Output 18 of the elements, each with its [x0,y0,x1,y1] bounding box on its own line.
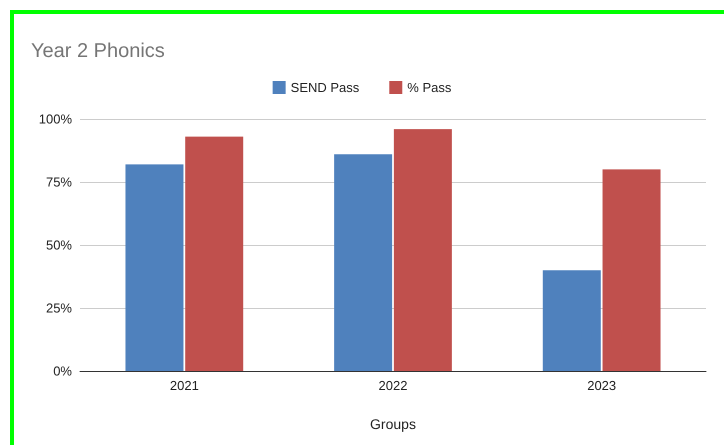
x-tick-label: 2021 [170,378,199,393]
legend-label: SEND Pass [290,80,360,95]
bar [394,129,452,371]
y-tick-label: 0% [53,364,72,378]
y-tick-label: 100% [38,112,72,126]
x-tick-label: 2022 [378,378,408,393]
chart-title: Year 2 Phonics [31,40,165,62]
bar [125,164,184,371]
legend-label: % Pass [407,80,452,95]
x-axis-title: Groups [370,416,416,432]
bar [542,270,601,371]
y-tick-label: 25% [46,300,72,316]
bar [334,154,392,371]
y-tick-label: 50% [46,238,72,252]
x-tick-label: 2023 [587,378,616,393]
y-tick-label: 75% [46,174,72,190]
bar [185,136,244,371]
bar [602,169,661,371]
